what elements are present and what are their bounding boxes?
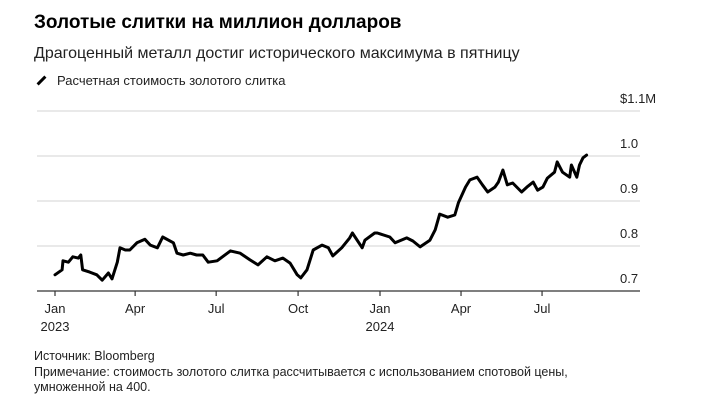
methodology-note: Примечание: стоимость золотого слитка ра… (34, 364, 568, 395)
footer: Источник: Bloomberg Примечание: стоимост… (34, 349, 594, 396)
x-tick-year-label: 2023 (41, 319, 70, 334)
chart-subtitle: Драгоценный металл достиг исторического … (34, 45, 520, 62)
chart-title: Золотые слитки на миллион долларов (34, 12, 402, 33)
y-tick-label: 0.7 (620, 271, 638, 286)
legend-label: Расчетная стоимость золотого слитка (57, 73, 286, 88)
x-tick-year-label: 2024 (366, 319, 395, 334)
y-tick-label: 0.8 (620, 226, 638, 241)
y-tick-label: 0.9 (620, 181, 638, 196)
legend: Расчетная стоимость золотого слитка (34, 73, 286, 88)
x-tick-label: Jul (208, 301, 225, 316)
y-tick-label: $1.1M (620, 91, 656, 106)
x-tick-label: Jan (45, 301, 66, 316)
x-tick-label: Oct (288, 301, 309, 316)
x-tick-label: Jul (534, 301, 551, 316)
x-tick-label: Apr (125, 301, 146, 316)
x-tick-label: Jan (370, 301, 391, 316)
series-line (53, 153, 589, 282)
y-tick-label: 1.0 (620, 136, 638, 151)
x-tick-label: Apr (451, 301, 472, 316)
source-note: Источник: Bloomberg (34, 349, 155, 363)
